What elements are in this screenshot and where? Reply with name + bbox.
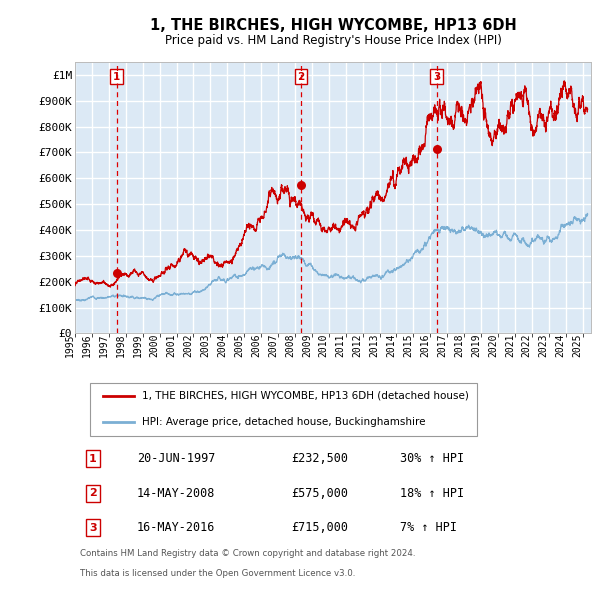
Text: 2018: 2018 <box>454 333 464 357</box>
Text: 2011: 2011 <box>335 333 346 357</box>
Text: 2009: 2009 <box>302 333 312 357</box>
Text: £575,000: £575,000 <box>292 487 349 500</box>
Text: £715,000: £715,000 <box>292 521 349 534</box>
Text: 1995: 1995 <box>65 333 75 357</box>
Text: 2021: 2021 <box>505 333 515 357</box>
Text: 2010: 2010 <box>319 333 329 357</box>
Text: 2019: 2019 <box>471 333 481 357</box>
Text: 2000: 2000 <box>149 333 160 357</box>
Text: 2008: 2008 <box>285 333 295 357</box>
Text: 1997: 1997 <box>99 333 109 357</box>
Text: 1998: 1998 <box>116 333 126 357</box>
Text: 2007: 2007 <box>268 333 278 357</box>
Text: £232,500: £232,500 <box>292 453 349 466</box>
Text: 1: 1 <box>89 454 97 464</box>
Text: 1, THE BIRCHES, HIGH WYCOMBE, HP13 6DH (detached house): 1, THE BIRCHES, HIGH WYCOMBE, HP13 6DH (… <box>142 391 469 401</box>
Text: 1996: 1996 <box>82 333 92 357</box>
Text: 2022: 2022 <box>522 333 532 357</box>
Text: 2004: 2004 <box>217 333 227 357</box>
Text: 16-MAY-2016: 16-MAY-2016 <box>137 521 215 534</box>
Text: 1, THE BIRCHES, HIGH WYCOMBE, HP13 6DH: 1, THE BIRCHES, HIGH WYCOMBE, HP13 6DH <box>149 18 517 32</box>
Text: 2001: 2001 <box>167 333 176 357</box>
Text: 2: 2 <box>298 72 305 82</box>
Text: 2023: 2023 <box>539 333 549 357</box>
Text: 2013: 2013 <box>370 333 380 357</box>
Text: HPI: Average price, detached house, Buckinghamshire: HPI: Average price, detached house, Buck… <box>142 417 425 427</box>
Text: 2017: 2017 <box>437 333 447 357</box>
Text: 1: 1 <box>113 72 120 82</box>
Text: 2015: 2015 <box>403 333 413 357</box>
Text: This data is licensed under the Open Government Licence v3.0.: This data is licensed under the Open Gov… <box>80 569 356 578</box>
Text: 2002: 2002 <box>184 333 193 357</box>
Text: 2003: 2003 <box>200 333 211 357</box>
Text: 3: 3 <box>89 523 97 533</box>
Text: 2006: 2006 <box>251 333 261 357</box>
Text: 18% ↑ HPI: 18% ↑ HPI <box>400 487 464 500</box>
Text: 2: 2 <box>89 489 97 498</box>
Text: 3: 3 <box>433 72 440 82</box>
Text: 2012: 2012 <box>353 333 362 357</box>
Text: 2020: 2020 <box>488 333 498 357</box>
Text: 30% ↑ HPI: 30% ↑ HPI <box>400 453 464 466</box>
Text: 2014: 2014 <box>386 333 397 357</box>
Text: Contains HM Land Registry data © Crown copyright and database right 2024.: Contains HM Land Registry data © Crown c… <box>80 549 416 558</box>
Text: 2025: 2025 <box>572 333 583 357</box>
FancyBboxPatch shape <box>91 383 478 435</box>
Text: Price paid vs. HM Land Registry's House Price Index (HPI): Price paid vs. HM Land Registry's House … <box>164 34 502 47</box>
Text: 7% ↑ HPI: 7% ↑ HPI <box>400 521 457 534</box>
Text: 2016: 2016 <box>420 333 430 357</box>
Text: 2005: 2005 <box>234 333 244 357</box>
Text: 2024: 2024 <box>556 333 566 357</box>
Text: 14-MAY-2008: 14-MAY-2008 <box>137 487 215 500</box>
Text: 20-JUN-1997: 20-JUN-1997 <box>137 453 215 466</box>
Text: 1999: 1999 <box>133 333 143 357</box>
